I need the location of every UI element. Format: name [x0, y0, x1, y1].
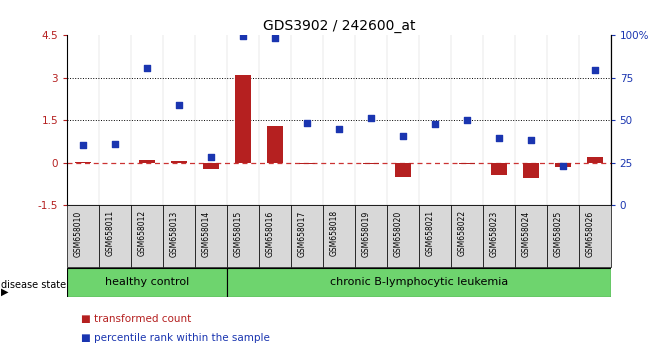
- Text: healthy control: healthy control: [105, 277, 189, 287]
- Text: ▶: ▶: [1, 287, 8, 297]
- Point: [366, 115, 376, 121]
- Text: disease state: disease state: [1, 280, 66, 290]
- Point: [589, 67, 600, 73]
- Bar: [67, 268, 227, 297]
- Text: GSM658025: GSM658025: [554, 210, 563, 257]
- Text: GSM658017: GSM658017: [298, 210, 307, 257]
- Point: [493, 135, 504, 141]
- Bar: [299, 163, 315, 164]
- Bar: [491, 163, 507, 175]
- Text: GSM658019: GSM658019: [362, 210, 371, 257]
- Bar: [171, 161, 187, 163]
- Bar: [259, 205, 291, 267]
- Point: [525, 137, 536, 143]
- Point: [205, 154, 216, 159]
- Text: GSM658022: GSM658022: [458, 210, 467, 256]
- Bar: [195, 205, 227, 267]
- Bar: [451, 205, 482, 267]
- Bar: [355, 205, 386, 267]
- Point: [333, 126, 344, 132]
- Text: GSM658016: GSM658016: [266, 210, 275, 257]
- Point: [174, 102, 185, 108]
- Bar: [227, 205, 259, 267]
- Bar: [163, 205, 195, 267]
- Bar: [67, 205, 99, 267]
- Point: [270, 35, 280, 40]
- Point: [142, 65, 152, 71]
- Point: [301, 120, 312, 125]
- Text: GSM658014: GSM658014: [202, 210, 211, 257]
- Text: GSM658021: GSM658021: [426, 210, 435, 256]
- Bar: [419, 205, 451, 267]
- Point: [397, 133, 408, 139]
- Bar: [395, 163, 411, 177]
- Text: GSM658010: GSM658010: [74, 210, 83, 257]
- Text: GSM658023: GSM658023: [490, 210, 499, 257]
- Bar: [227, 268, 611, 297]
- Bar: [235, 75, 251, 163]
- Bar: [75, 162, 91, 163]
- Text: chronic B-lymphocytic leukemia: chronic B-lymphocytic leukemia: [329, 277, 508, 287]
- Bar: [131, 205, 163, 267]
- Bar: [291, 205, 323, 267]
- Bar: [515, 205, 547, 267]
- Bar: [459, 163, 474, 164]
- Bar: [586, 156, 603, 163]
- Text: GSM658015: GSM658015: [234, 210, 243, 257]
- Bar: [578, 205, 611, 267]
- Text: ■ percentile rank within the sample: ■ percentile rank within the sample: [81, 333, 269, 343]
- Text: GSM658026: GSM658026: [586, 210, 595, 257]
- Bar: [523, 163, 539, 178]
- Bar: [386, 205, 419, 267]
- Text: GSM658013: GSM658013: [170, 210, 179, 257]
- Point: [78, 142, 89, 148]
- Bar: [267, 126, 283, 163]
- Point: [462, 117, 472, 122]
- Bar: [363, 163, 379, 164]
- Text: GSM658011: GSM658011: [106, 210, 115, 256]
- Text: GSM658012: GSM658012: [138, 210, 147, 256]
- Point: [238, 33, 248, 39]
- Bar: [547, 205, 578, 267]
- Bar: [555, 163, 570, 167]
- Title: GDS3902 / 242600_at: GDS3902 / 242600_at: [262, 19, 415, 33]
- Text: GSM658024: GSM658024: [521, 210, 531, 257]
- Bar: [139, 160, 155, 163]
- Bar: [99, 205, 131, 267]
- Bar: [203, 163, 219, 169]
- Point: [558, 164, 568, 169]
- Bar: [482, 205, 515, 267]
- Point: [429, 121, 440, 127]
- Point: [109, 141, 120, 147]
- Text: ■ transformed count: ■ transformed count: [81, 314, 191, 324]
- Bar: [323, 205, 355, 267]
- Text: GSM658018: GSM658018: [330, 210, 339, 256]
- Text: GSM658020: GSM658020: [394, 210, 403, 257]
